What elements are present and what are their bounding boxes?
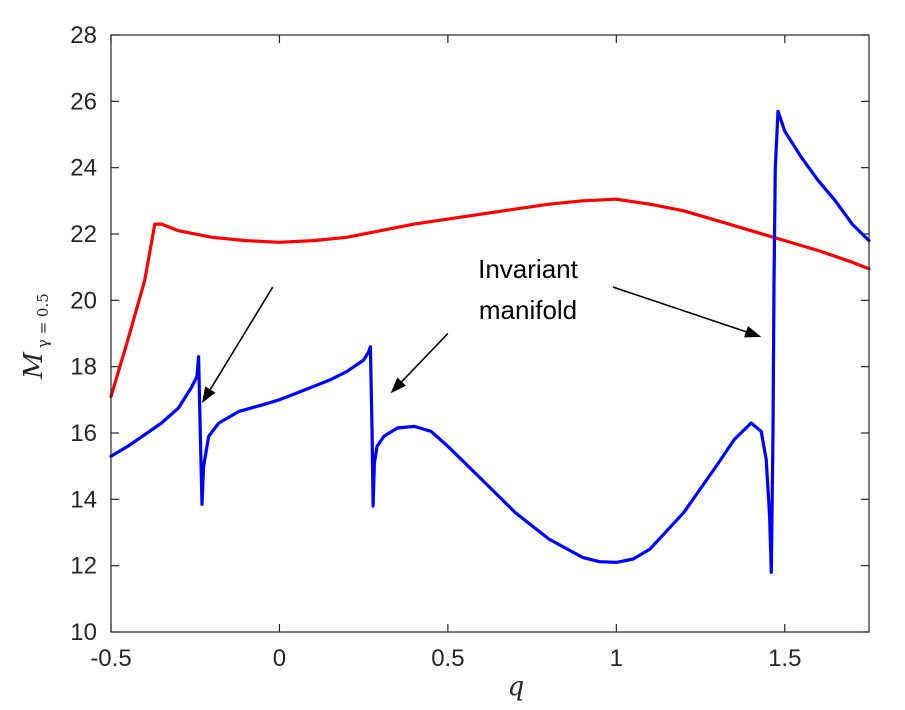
y-tick-label: 26 (70, 88, 97, 115)
x-tick-label: 0.5 (431, 645, 464, 672)
annotation-arrow-head (744, 326, 762, 338)
y-tick-label: 20 (70, 287, 97, 314)
x-tick-label: 1 (610, 645, 623, 672)
series-line-1 (109, 197, 871, 399)
x-tick-label: 0 (273, 645, 286, 672)
annotation-line-1: Invariant (478, 254, 578, 284)
y-tick-label: 12 (70, 553, 97, 580)
annotation-arrow-shaft (209, 286, 274, 390)
y-tick-label: 28 (70, 22, 97, 49)
annotation-line-2: manifold (479, 295, 577, 325)
plot-lines (109, 109, 871, 574)
plot-frame (110, 34, 870, 633)
annotation-invariant-manifold: Invariant manifold (201, 254, 762, 404)
y-tick-label: 18 (70, 354, 97, 381)
annotation-arrow-shaft (401, 332, 449, 383)
y-tick-label: 10 (70, 619, 97, 646)
annotation-arrow-shaft (612, 286, 747, 333)
annotation-arrow-head (390, 377, 407, 394)
y-axis-label-main: M (19, 351, 49, 380)
y-ticks: 10 12 14 16 18 20 22 24 26 28 (70, 22, 869, 646)
series-line-2 (109, 109, 871, 574)
y-axis-label: M γ = 0.5 (19, 293, 52, 380)
x-axis-label: q (508, 672, 525, 702)
y-axis-label-sub: γ = 0.5 (34, 293, 52, 348)
y-tick-label: 22 (70, 221, 97, 248)
y-tick-label: 24 (70, 155, 97, 182)
x-tick-label: 1.5 (768, 645, 801, 672)
annotation-arrow-head (201, 386, 216, 404)
annotation-arrows (201, 286, 762, 404)
x-ticks: -0.5 0 0.5 1 1.5 (90, 35, 801, 672)
svg-text:M γ = 0.5: M γ = 0.5 (19, 293, 52, 380)
x-tick-label: -0.5 (90, 645, 131, 672)
y-tick-label: 16 (70, 420, 97, 447)
y-tick-label: 14 (70, 486, 97, 513)
